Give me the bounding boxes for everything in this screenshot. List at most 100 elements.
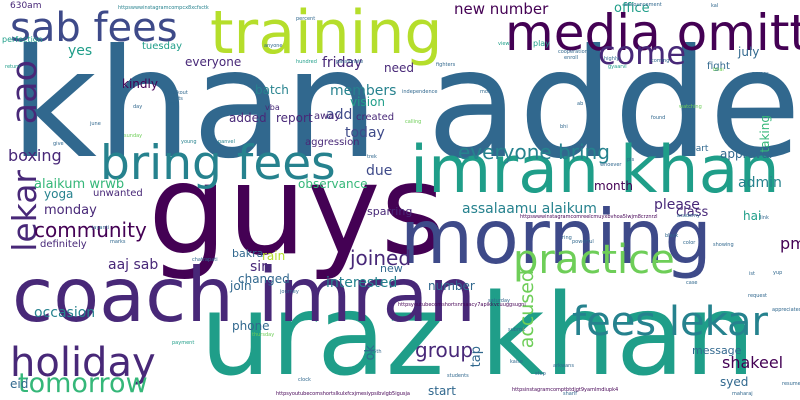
cloud-word: black bbox=[665, 233, 679, 239]
cloud-word: sunday bbox=[124, 133, 143, 139]
cloud-word: everyone bring bbox=[458, 140, 610, 164]
cloud-word: payment bbox=[172, 340, 195, 346]
cloud-word: occasion bbox=[34, 305, 96, 321]
cloud-word: give bbox=[53, 141, 64, 147]
cloud-word: 25th bbox=[370, 349, 382, 355]
cloud-word: boxing bbox=[8, 146, 62, 165]
cloud-word: wants bbox=[168, 96, 183, 102]
cloud-word: definitely bbox=[40, 239, 87, 250]
cloud-word: watching bbox=[679, 104, 702, 110]
cloud-word: calling bbox=[405, 119, 422, 125]
cloud-word: 4k bbox=[60, 127, 67, 133]
cloud-word: sparring bbox=[367, 205, 413, 218]
cloud-word: imran khan bbox=[410, 133, 780, 208]
cloud-word: enroll bbox=[564, 55, 579, 61]
cloud-word: number bbox=[428, 279, 475, 293]
cloud-word: come bbox=[598, 34, 687, 72]
cloud-word: ab bbox=[577, 101, 584, 107]
cloud-word: pm bbox=[780, 234, 800, 253]
cloud-word: phone bbox=[232, 319, 270, 333]
cloud-word: students bbox=[447, 373, 469, 379]
cloud-word: link bbox=[760, 215, 769, 221]
cloud-word: httpswwwinstagramcomreelcmuyxbvhoa5lwjm8… bbox=[520, 214, 658, 220]
cloud-word: perfection bbox=[2, 35, 43, 44]
cloud-word: appreciated bbox=[772, 307, 800, 313]
cloud-word: holiday bbox=[10, 340, 156, 386]
cloud-word: batch bbox=[255, 83, 289, 97]
cloud-word: case bbox=[686, 280, 698, 286]
cloud-word: yup bbox=[773, 270, 783, 276]
cloud-word: httpswwwinstagramcompcx8xcfsctk bbox=[118, 5, 209, 11]
cloud-word: fees lekar bbox=[572, 299, 768, 345]
cloud-word: showing bbox=[713, 242, 734, 248]
cloud-word: month bbox=[594, 179, 633, 193]
cloud-word: interested bbox=[326, 275, 398, 291]
cloud-word: trek bbox=[367, 154, 377, 160]
cloud-word: arkwans bbox=[553, 363, 574, 369]
cloud-word: independence bbox=[402, 89, 438, 95]
cloud-word: part bbox=[690, 144, 709, 154]
cloud-word: due bbox=[366, 163, 393, 179]
cloud-word: morning bbox=[400, 193, 712, 281]
cloud-word: guys bbox=[148, 138, 446, 283]
cloud-word: new number bbox=[454, 0, 549, 18]
cloud-word: rain bbox=[262, 249, 286, 263]
cloud-word: kaise bbox=[510, 359, 523, 365]
cloud-word: hai bbox=[743, 209, 762, 223]
cloud-word: announcement bbox=[624, 2, 662, 8]
cloud-word: day bbox=[133, 104, 143, 110]
cloud-word: class bbox=[676, 205, 709, 220]
cloud-word: new bbox=[380, 262, 403, 275]
cloud-word: return bbox=[5, 64, 21, 70]
cloud-word: chatrapati bbox=[192, 257, 218, 263]
cloud-word: 630am bbox=[10, 1, 42, 11]
cloud-word: highly bbox=[604, 56, 620, 62]
cloud-word: vision bbox=[350, 95, 385, 109]
cloud-word: coach imran bbox=[12, 251, 476, 339]
cloud-word: kal bbox=[711, 3, 719, 9]
cloud-word: sab fees bbox=[10, 5, 178, 51]
cloud-word: join bbox=[230, 279, 252, 293]
cloud-word: please bbox=[654, 197, 700, 213]
cloud-word: report bbox=[276, 111, 313, 125]
cloud-word: office bbox=[614, 1, 650, 16]
cloud-word: color bbox=[683, 240, 696, 246]
cloud-word: marks bbox=[110, 239, 126, 245]
cloud-word: added bbox=[229, 111, 267, 125]
cloud-word: tap bbox=[469, 346, 484, 368]
cloud-word: cooperation bbox=[558, 49, 588, 55]
cloud-word: ring bbox=[562, 235, 572, 241]
cloud-word: add bbox=[326, 107, 353, 123]
cloud-word: uraz khan bbox=[200, 271, 756, 400]
cloud-word: httpsinstagramcomptbtdjgt9yamlmdiupk4 bbox=[512, 387, 619, 393]
cloud-word: created bbox=[356, 112, 395, 123]
cloud-word: accused bbox=[516, 270, 538, 349]
cloud-word: powerful bbox=[572, 239, 594, 245]
cloud-word: alaikum wrwb bbox=[34, 177, 125, 192]
cloud-word: practice bbox=[513, 237, 675, 283]
cloud-word: knockout bbox=[165, 90, 188, 96]
cloud-word: training bbox=[210, 0, 443, 68]
cloud-word: percent bbox=[296, 16, 316, 22]
cloud-word: ist bbox=[749, 271, 755, 277]
cloud-word: taking bbox=[758, 115, 772, 153]
cloud-word: aggression bbox=[305, 137, 360, 148]
cloud-word: httpsyoutubecomshortslkulxfcxjmesiypsibv… bbox=[276, 391, 410, 397]
cloud-word: monday bbox=[44, 203, 97, 218]
cloud-word: assalaamu alaikum bbox=[462, 201, 597, 217]
cloud-word: bakra bbox=[232, 247, 264, 260]
cloud-word: khan added bbox=[10, 18, 800, 192]
cloud-word: tomorrow bbox=[18, 368, 148, 399]
cloud-word: away bbox=[314, 111, 341, 122]
cloud-word: joined bbox=[350, 246, 412, 270]
cloud-word: passionate bbox=[336, 59, 364, 65]
cloud-word: start bbox=[428, 384, 456, 398]
cloud-word: names bbox=[752, 71, 769, 77]
cloud-word: bhi bbox=[560, 124, 568, 130]
cloud-word: 2nd bbox=[682, 121, 692, 127]
cloud-word: thursday bbox=[252, 332, 275, 338]
cloud-word: july bbox=[738, 45, 760, 59]
cloud-word: play bbox=[533, 39, 550, 48]
cloud-word: need bbox=[384, 61, 414, 75]
